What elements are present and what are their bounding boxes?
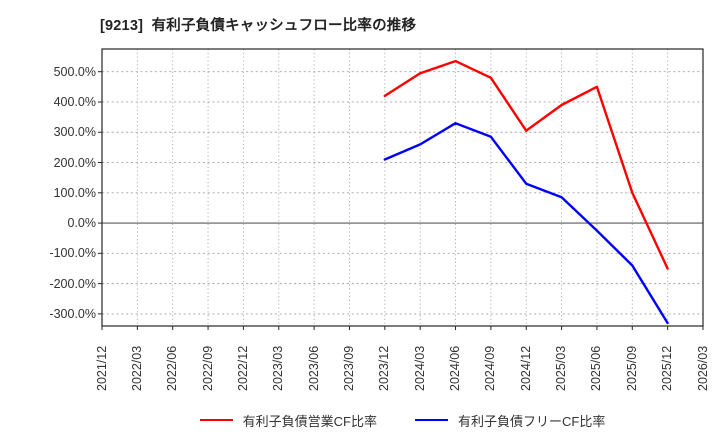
legend-label-free-cf: 有利子負債フリーCF比率 — [458, 413, 606, 429]
x-tick-label: 2024/06 — [448, 345, 463, 391]
x-tick-label: 2022/12 — [235, 345, 250, 391]
y-tick-label: 300.0% — [53, 125, 96, 140]
x-tick-label: 2023/03 — [271, 345, 286, 391]
legend-label-operating-cf: 有利子負債営業CF比率 — [242, 413, 377, 429]
y-tick-label: -100.0% — [49, 246, 96, 261]
x-tick-label: 2023/06 — [306, 345, 321, 391]
x-tick-label: 2024/03 — [412, 345, 427, 391]
legend-line-blue-icon — [415, 419, 448, 421]
x-tick-label: 2022/06 — [165, 345, 180, 391]
series-line-1 — [383, 121, 669, 325]
plot-border — [101, 48, 704, 327]
x-tick-label: 2021/12 — [94, 345, 109, 391]
x-tick-label: 2023/09 — [341, 345, 356, 391]
legend-line-red-icon — [199, 419, 233, 421]
y-tick-label: 500.0% — [53, 64, 96, 79]
x-tick-label: 2022/03 — [129, 345, 144, 391]
x-tick-label: 2022/09 — [200, 345, 215, 391]
y-tick-label: -300.0% — [49, 306, 96, 321]
x-tick-label: 2026/03 — [695, 345, 710, 391]
x-tick-label: 2025/06 — [589, 345, 604, 391]
y-tick-label: 400.0% — [53, 94, 96, 109]
x-tick-label: 2024/12 — [518, 345, 533, 391]
chart-legend: 有利子負債営業CF比率 有利子負債フリーCF比率 — [102, 407, 703, 433]
y-tick-label: 0.0% — [67, 216, 97, 231]
y-tick-label: 100.0% — [53, 185, 96, 200]
x-tick-label: 2023/12 — [377, 345, 392, 391]
legend-item-free-cf: 有利子負債フリーCF比率 — [415, 411, 605, 430]
x-tick-label: 2025/09 — [624, 345, 639, 391]
chart-title: [9213] 有利子負債キャッシュフロー比率の推移 — [100, 18, 417, 34]
y-tick-label: -200.0% — [49, 276, 96, 291]
y-tick-label: 200.0% — [53, 155, 96, 170]
legend-item-operating-cf: 有利子負債営業CF比率 — [199, 411, 377, 430]
series-line-0 — [383, 59, 669, 270]
plot-area — [98, 48, 704, 330]
x-tick-label: 2025/03 — [554, 345, 569, 391]
x-tick-label: 2024/09 — [483, 345, 498, 391]
x-tick-label: 2025/12 — [660, 345, 675, 391]
